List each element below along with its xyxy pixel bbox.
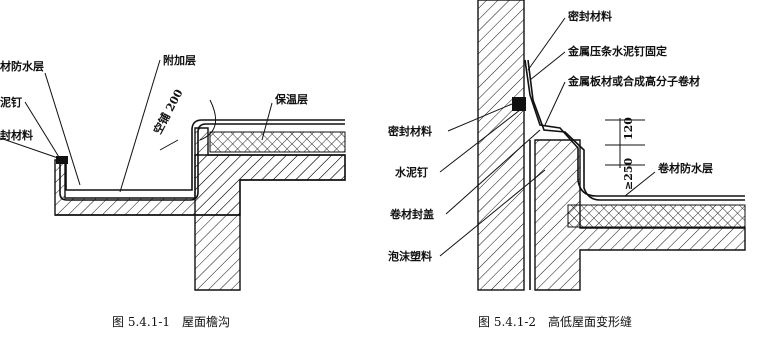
label: 材防水层 — [0, 59, 44, 73]
label: 卷材封盖 — [389, 207, 434, 221]
label: 密封材料 — [568, 9, 612, 23]
label: 封材料 — [0, 128, 33, 142]
label: 金属板材或合成高分子卷材 — [567, 74, 700, 88]
label: 密封材料 — [388, 124, 432, 138]
label: 泥钉 — [0, 95, 22, 109]
dimension: ≥250 — [622, 157, 635, 190]
label: 金属压条水泥钉固定 — [567, 44, 667, 58]
label: 空铺 200 — [150, 86, 185, 136]
label: 保温层 — [274, 92, 308, 106]
label: 泡沫塑料 — [388, 249, 432, 263]
caption: 图 5.4.1-2 高低屋面变形缝 — [478, 314, 632, 329]
figure-gutter: 材防水层 泥钉 封材料 附加层 空铺 200 保温层 图 5.4.1-1 屋面檐… — [0, 53, 346, 329]
label: 附加层 — [163, 53, 196, 67]
dimension: 120 — [622, 117, 635, 140]
caption: 图 5.4.1-1 屋面檐沟 — [112, 315, 230, 329]
label: 卷材防水层 — [657, 161, 713, 175]
figure-joint: 密封材料 金属压条水泥钉固定 金属板材或合成高分子卷材 密封材料 水泥钉 卷材封… — [388, 0, 746, 329]
label: 水泥钉 — [395, 165, 428, 179]
